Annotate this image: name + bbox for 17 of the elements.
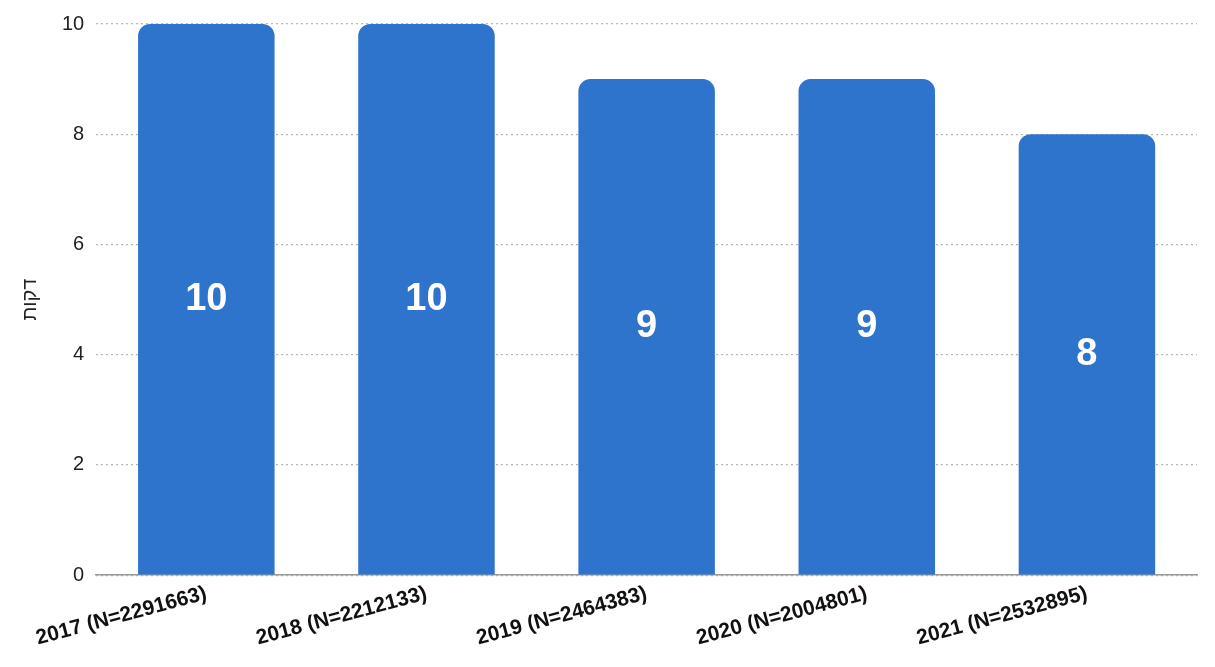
y-tick-label: 4 (73, 342, 85, 365)
bar (138, 24, 275, 575)
y-tick-label: 2 (73, 452, 85, 475)
bar (1018, 134, 1156, 575)
y-tick-label: 6 (73, 231, 85, 254)
bar (358, 24, 495, 575)
data-label: 9 (636, 303, 658, 346)
bar (798, 79, 936, 575)
bar (578, 79, 715, 575)
data-label: 10 (185, 275, 228, 318)
y-tick-label: 8 (73, 121, 85, 144)
y-axis-title: דקות (17, 278, 40, 321)
y-tick-label: 10 (62, 11, 85, 34)
data-label: 10 (405, 275, 448, 318)
data-label: 8 (1076, 330, 1098, 373)
y-tick-label: 0 (73, 562, 85, 585)
data-label: 9 (856, 303, 878, 346)
